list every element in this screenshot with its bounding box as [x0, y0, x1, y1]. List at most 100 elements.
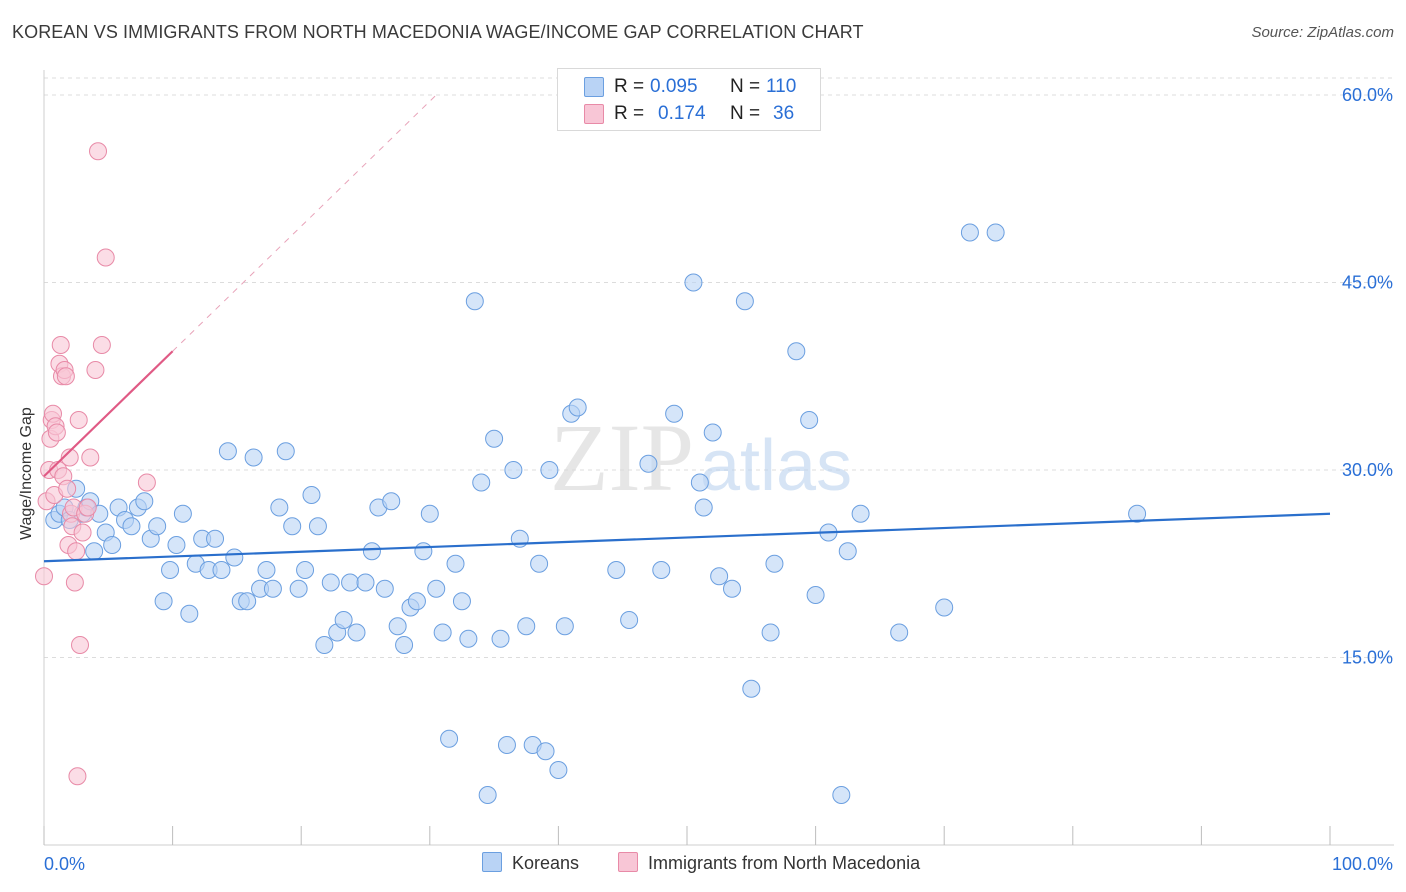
korean-point: [289, 579, 308, 598]
korean-point: [341, 573, 360, 592]
koreans-legend-label: Koreans: [512, 853, 580, 873]
korean-point: [334, 611, 353, 629]
r-label: R =: [614, 76, 645, 97]
korean-point: [296, 561, 315, 579]
korean-point: [212, 561, 231, 579]
korean-point: [504, 461, 523, 479]
north-macedonia-point: [47, 423, 66, 442]
korean-point: [694, 498, 713, 517]
korean-point: [154, 592, 173, 611]
korean-point: [382, 492, 401, 511]
korean-point: [270, 498, 289, 517]
north-macedonia-r-value: 0.174: [658, 103, 706, 124]
north-macedonia-trend-line: [43, 350, 174, 478]
korean-point: [549, 761, 568, 779]
north-macedonia-swatch: [584, 104, 604, 124]
north-macedonia-n-value: 36: [773, 103, 795, 124]
korean-point: [517, 617, 536, 636]
korean-point: [800, 411, 819, 429]
korean-point: [244, 448, 263, 467]
korean-point: [315, 636, 334, 654]
korean-point: [122, 517, 141, 536]
north-macedonia-point: [92, 336, 111, 354]
korean-point: [652, 561, 671, 579]
north-macedonia-point: [67, 542, 86, 561]
korean-point: [742, 679, 761, 698]
korean-point: [851, 504, 870, 523]
korean-point: [420, 504, 439, 523]
koreans-n-value: 110: [766, 76, 797, 97]
north-macedonia-point: [65, 573, 84, 592]
north-macedonia-legend-swatch: [618, 852, 638, 872]
chart-title: KOREAN VS IMMIGRANTS FROM NORTH MACEDONI…: [12, 22, 864, 42]
korean-point: [568, 398, 587, 417]
korean-point: [302, 486, 321, 504]
source-credit: Source: ZipAtlas.com: [1251, 24, 1394, 41]
korean-point: [173, 504, 192, 523]
korean-point: [723, 579, 742, 598]
korean-point: [446, 554, 465, 573]
north-macedonia-point: [78, 498, 97, 517]
axes: [43, 70, 1394, 846]
korean-point: [218, 442, 237, 461]
korean-trend-line: [43, 512, 1331, 563]
korean-point: [276, 442, 295, 461]
korean-point: [148, 517, 167, 536]
korean-point: [960, 223, 979, 242]
data-points: [35, 142, 1147, 804]
watermark-atlas: atlas: [700, 426, 852, 506]
stats-legend: R = 0.095 N = 110 R = 0.174 N = 36: [557, 68, 821, 131]
n-label: N =: [730, 103, 761, 124]
korean-point: [161, 561, 180, 579]
koreans-swatch: [584, 77, 604, 97]
korean-point: [440, 729, 459, 748]
y-tick-label: 15.0%: [1342, 648, 1393, 668]
korean-point: [452, 592, 471, 611]
korean-point: [263, 579, 282, 598]
north-macedonia-point: [86, 361, 105, 379]
korean-point: [765, 554, 784, 573]
korean-point: [491, 629, 510, 648]
korean-point: [735, 292, 754, 311]
north-macedonia-point: [60, 448, 79, 467]
korean-point: [497, 736, 516, 754]
korean-point: [690, 473, 709, 492]
tick-labels: 15.0% 30.0% 45.0% 60.0% 0.0% 100.0%: [44, 85, 1393, 874]
x-tick-label: 100.0%: [1332, 854, 1393, 874]
north-macedonia-point: [137, 473, 156, 492]
korean-point: [238, 592, 257, 611]
korean-point: [607, 561, 626, 579]
north-macedonia-point: [51, 336, 70, 354]
korean-point: [85, 542, 104, 561]
korean-point: [103, 536, 122, 554]
y-tick-label: 30.0%: [1342, 460, 1393, 480]
korean-point: [362, 542, 381, 561]
korean-point: [414, 542, 433, 561]
korean-point: [710, 567, 729, 586]
north-macedonia-point: [73, 523, 92, 542]
korean-point: [555, 617, 574, 636]
korean-point: [761, 623, 780, 642]
korean-point: [684, 273, 703, 292]
north-macedonia-point: [58, 479, 77, 498]
korean-point: [167, 536, 186, 554]
y-axis-label: Wage/Income Gap: [18, 407, 35, 540]
korean-point: [375, 579, 394, 598]
koreans-r-value: 0.095: [650, 76, 698, 97]
korean-point: [283, 517, 302, 536]
korean-point: [986, 223, 1005, 242]
korean-point: [530, 554, 549, 573]
korean-point: [347, 623, 366, 642]
korean-point: [832, 786, 851, 804]
korean-point: [407, 592, 426, 611]
korean-point: [890, 623, 909, 642]
y-tick-label: 60.0%: [1342, 85, 1393, 105]
korean-point: [225, 548, 244, 567]
korean-point: [433, 623, 452, 642]
korean-point: [257, 561, 276, 579]
r-label: R =: [614, 103, 645, 124]
korean-point: [180, 604, 199, 623]
north-macedonia-point: [69, 411, 88, 429]
north-macedonia-point: [35, 567, 53, 586]
